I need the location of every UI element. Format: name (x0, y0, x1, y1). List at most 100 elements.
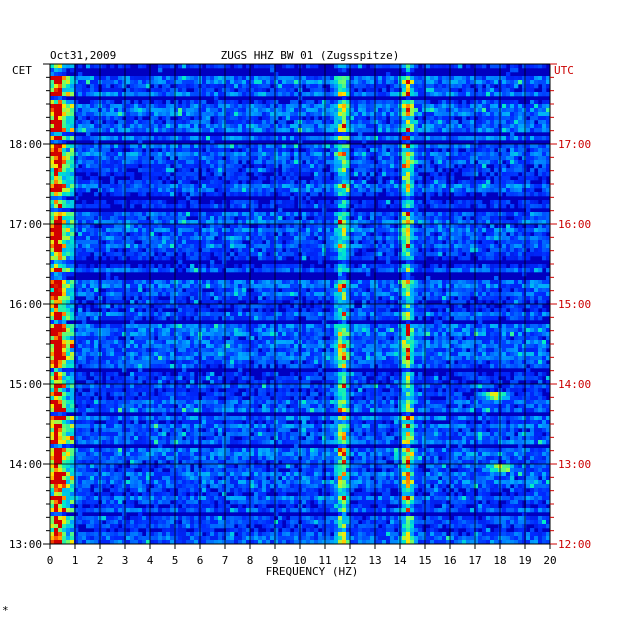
spectrogram-cell (390, 212, 395, 217)
spectrogram-cell (514, 236, 519, 241)
spectrogram-cell (142, 124, 147, 129)
spectrogram-cell (146, 160, 151, 165)
spectrogram-cell (314, 108, 319, 113)
spectrogram-cell (482, 76, 487, 81)
spectrogram-cell (286, 204, 291, 209)
spectrogram-cell (134, 188, 139, 193)
spectrogram-cell (326, 100, 331, 105)
spectrogram-cell (282, 244, 287, 249)
spectrogram-cell (254, 228, 259, 233)
spectrogram-cell (482, 120, 487, 125)
spectrogram-cell (50, 92, 55, 97)
spectrogram-cell (378, 156, 383, 161)
spectrogram-cell (418, 168, 423, 173)
spectrogram-cell (266, 256, 271, 261)
spectrogram-cell (330, 212, 335, 217)
spectrogram-cell (206, 164, 211, 169)
spectrogram-cell (186, 236, 191, 241)
spectrogram-cell (190, 160, 195, 165)
spectrogram-cell (442, 248, 447, 253)
spectrogram-cell (418, 128, 423, 133)
spectrogram-cell (174, 220, 179, 225)
spectrogram-cell (86, 184, 91, 189)
spectrogram-cell (190, 224, 195, 229)
spectrogram-cell (178, 164, 183, 169)
spectrogram-cell (54, 240, 59, 245)
spectrogram-cell (366, 236, 371, 241)
spectrogram-cell (278, 148, 283, 153)
spectrogram-cell (534, 184, 539, 189)
spectrogram-cell (118, 220, 123, 225)
spectrogram-cell (174, 188, 179, 193)
spectrogram-cell (114, 104, 119, 109)
spectrogram-cell (542, 156, 547, 161)
spectrogram-cell (154, 100, 159, 105)
spectrogram-cell (146, 264, 151, 269)
spectrogram-cell (446, 160, 451, 165)
spectrogram-cell (130, 112, 135, 117)
spectrogram-cell (290, 220, 295, 225)
spectrogram-cell (382, 228, 387, 233)
spectrogram-cell (482, 116, 487, 121)
spectrogram-cell (86, 144, 91, 149)
spectrogram-cell (342, 196, 347, 201)
spectrogram-cell (338, 248, 343, 253)
spectrogram-cell (406, 184, 411, 189)
spectrogram-cell (294, 164, 299, 169)
spectrogram-cell (62, 220, 67, 225)
spectrogram-cell (154, 256, 159, 261)
spectrogram-cell (162, 76, 167, 81)
spectrogram-cell (62, 244, 67, 249)
spectrogram-cell (494, 204, 499, 209)
spectrogram-cell (330, 152, 335, 157)
spectrogram-cell (310, 148, 315, 153)
spectrogram-cell (70, 192, 75, 197)
spectrogram-cell (502, 176, 507, 181)
spectrogram-cell (318, 248, 323, 253)
spectrogram-cell (54, 228, 59, 233)
spectrogram-cell (242, 144, 247, 149)
spectrogram-cell (342, 116, 347, 121)
spectrogram-cell (482, 184, 487, 189)
spectrogram-cell (54, 164, 59, 169)
spectrogram-cell (122, 252, 127, 257)
spectrogram-cell (66, 80, 71, 85)
spectrogram-cell (78, 108, 83, 113)
spectrogram-cell (430, 124, 435, 129)
spectrogram-cell (502, 200, 507, 205)
spectrogram-cell (230, 224, 235, 229)
spectrogram-cell (522, 112, 527, 117)
spectrogram-cell (202, 264, 207, 269)
spectrogram-cell (62, 212, 67, 217)
spectrogram-cell (470, 176, 475, 181)
spectrogram-cell (338, 76, 343, 81)
spectrogram-cell (154, 164, 159, 169)
spectrogram-cell (94, 152, 99, 157)
spectrogram-cell (494, 76, 499, 81)
spectrogram-cell (370, 160, 375, 165)
spectrogram-cell (218, 188, 223, 193)
spectrogram-cell (86, 136, 91, 141)
spectrogram-cell (270, 180, 275, 185)
spectrogram-cell (174, 232, 179, 237)
spectrogram-cell (78, 264, 83, 269)
spectrogram-cell (358, 168, 363, 173)
spectrogram-cell (134, 156, 139, 161)
spectrogram-cell (70, 88, 75, 93)
spectrogram-cell (330, 180, 335, 185)
spectrogram-cell (486, 112, 491, 117)
spectrogram-cell (166, 124, 171, 129)
spectrogram-cell (490, 264, 495, 269)
spectrogram-cell (418, 80, 423, 85)
spectrogram-cell (274, 216, 279, 221)
spectrogram-cell (510, 244, 515, 249)
spectrogram-cell (314, 212, 319, 217)
spectrogram-cell (338, 144, 343, 149)
spectrogram-cell (482, 88, 487, 93)
spectrogram-cell (50, 140, 55, 145)
spectrogram-cell (266, 204, 271, 209)
spectrogram-cell (402, 208, 407, 213)
spectrogram-cell (278, 120, 283, 125)
spectrogram-cell (390, 88, 395, 93)
spectrogram-cell (518, 136, 523, 141)
